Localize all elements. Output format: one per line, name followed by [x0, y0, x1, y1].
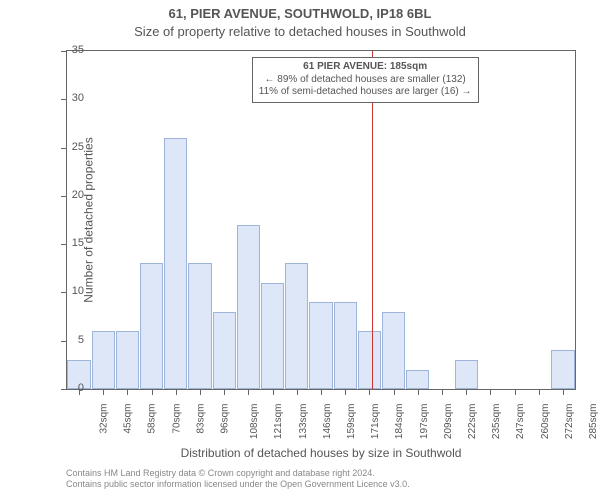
- callout-line-3: 11% of semi-detached houses are larger (…: [259, 86, 472, 99]
- x-tick: [152, 389, 153, 395]
- histogram-bar: [164, 138, 187, 389]
- y-tick-label: 5: [54, 334, 84, 346]
- x-tick-label: 285sqm: [588, 404, 599, 440]
- x-tick: [345, 389, 346, 395]
- x-tick-label: 247sqm: [515, 404, 526, 440]
- footer-line-1: Contains HM Land Registry data © Crown c…: [66, 468, 576, 479]
- histogram-bar: [92, 331, 115, 389]
- x-tick-label: 260sqm: [540, 404, 551, 440]
- x-tick-label: 58sqm: [147, 404, 158, 434]
- x-tick-label: 83sqm: [195, 404, 206, 434]
- x-tick: [200, 389, 201, 395]
- x-tick-label: 209sqm: [443, 404, 454, 440]
- histogram-bar: [551, 350, 574, 389]
- x-tick: [273, 389, 274, 395]
- x-tick: [103, 389, 104, 395]
- x-tick-label: 235sqm: [491, 404, 502, 440]
- x-axis-label: Distribution of detached houses by size …: [66, 446, 576, 460]
- x-tick: [539, 389, 540, 395]
- x-tick: [466, 389, 467, 395]
- y-tick-label: 0: [54, 382, 84, 394]
- histogram-bar: [382, 312, 405, 389]
- x-tick: [369, 389, 370, 395]
- page-title-address: 61, PIER AVENUE, SOUTHWOLD, IP18 6BL: [0, 6, 600, 21]
- histogram-bar: [116, 331, 139, 389]
- histogram-bar: [140, 263, 163, 389]
- chart-plot-area: 61 PIER AVENUE: 185sqm← 89% of detached …: [66, 50, 576, 390]
- x-tick: [127, 389, 128, 395]
- x-tick: [297, 389, 298, 395]
- x-tick-label: 96sqm: [220, 404, 231, 434]
- x-tick: [515, 389, 516, 395]
- x-tick-label: 70sqm: [171, 404, 182, 434]
- x-tick: [248, 389, 249, 395]
- x-tick-label: 45sqm: [123, 404, 134, 434]
- x-tick-label: 133sqm: [298, 404, 309, 440]
- x-tick-label: 184sqm: [394, 404, 405, 440]
- x-tick: [176, 389, 177, 395]
- x-tick: [442, 389, 443, 395]
- histogram-bar: [406, 370, 429, 389]
- callout-line-2: ← 89% of detached houses are smaller (13…: [259, 74, 472, 87]
- y-tick-label: 20: [54, 189, 84, 201]
- x-tick: [563, 389, 564, 395]
- histogram-bar: [237, 225, 260, 389]
- x-tick-label: 159sqm: [346, 404, 357, 440]
- histogram-bar: [188, 263, 211, 389]
- y-tick-label: 15: [54, 237, 84, 249]
- page-title-subtitle: Size of property relative to detached ho…: [0, 24, 600, 39]
- histogram-bar: [455, 360, 478, 389]
- footer-line-2: Contains public sector information licen…: [66, 479, 576, 490]
- x-tick: [490, 389, 491, 395]
- histogram-bar: [358, 331, 381, 389]
- histogram-bar: [261, 283, 284, 389]
- x-tick-label: 32sqm: [99, 404, 110, 434]
- x-tick-label: 197sqm: [419, 404, 430, 440]
- histogram-bar: [285, 263, 308, 389]
- x-tick-label: 222sqm: [467, 404, 478, 440]
- y-tick-label: 35: [54, 44, 84, 56]
- attribution-footer: Contains HM Land Registry data © Crown c…: [66, 468, 576, 490]
- x-tick-label: 146sqm: [322, 404, 333, 440]
- x-tick: [394, 389, 395, 395]
- histogram-bar: [309, 302, 332, 389]
- histogram-bar: [213, 312, 236, 389]
- x-tick-label: 108sqm: [249, 404, 260, 440]
- x-tick-label: 121sqm: [274, 404, 285, 440]
- y-tick-label: 25: [54, 141, 84, 153]
- histogram-bar: [334, 302, 357, 389]
- x-tick: [418, 389, 419, 395]
- callout-box: 61 PIER AVENUE: 185sqm← 89% of detached …: [252, 57, 479, 103]
- callout-line-1: 61 PIER AVENUE: 185sqm: [259, 61, 472, 74]
- y-tick-label: 10: [54, 285, 84, 297]
- x-tick-label: 171sqm: [370, 404, 381, 440]
- y-tick-label: 30: [54, 92, 84, 104]
- x-tick-label: 272sqm: [564, 404, 575, 440]
- x-tick: [224, 389, 225, 395]
- x-tick: [321, 389, 322, 395]
